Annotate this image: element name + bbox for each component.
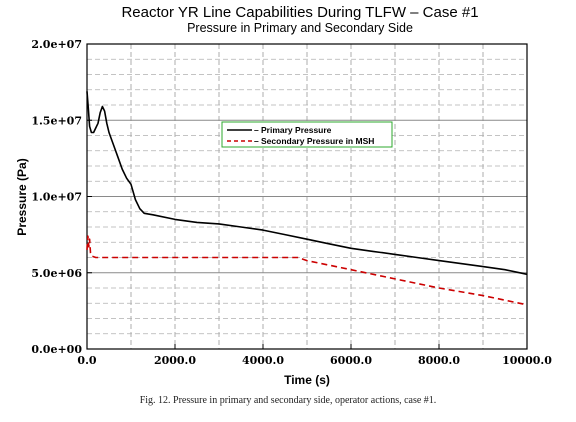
- legend-dash-secondary: –: [254, 136, 259, 146]
- x-axis-label: Time (s): [284, 373, 330, 387]
- y-tick-label: 2.0e+07: [31, 38, 82, 51]
- grid: [87, 44, 527, 349]
- tick-labels: 0.0 2000.0 4000.0 6000.0 8000.0 10000.0 0.0e+0…: [31, 38, 552, 367]
- chart-subtitle: Pressure in Primary and Secondary Side: [187, 21, 413, 35]
- y-tick-label: 5.0e+06: [31, 267, 82, 280]
- legend-dash-primary: –: [254, 125, 259, 135]
- axes: [86, 43, 528, 350]
- y-tick-label: 0.0e+00: [31, 343, 82, 356]
- legend-label-primary: Primary Pressure: [261, 125, 332, 135]
- y-tick-label: 1.0e+07: [31, 191, 82, 204]
- legend: Primary Pressure – – Secondary Pressure …: [221, 121, 393, 148]
- x-tick-label: 10000.0: [502, 354, 552, 367]
- x-tick-label: 2000.0: [154, 354, 196, 367]
- x-tick-label: 4000.0: [242, 354, 284, 367]
- series-line-secondary-pressure: [86, 235, 528, 306]
- legend-label-secondary: Secondary Pressure in MSH: [261, 136, 374, 146]
- series: [86, 91, 528, 306]
- figure-caption: Fig. 12. Pressure in primary and seconda…: [139, 395, 437, 406]
- chart-title: Reactor YR Line Capabilities During TLFW…: [121, 4, 478, 21]
- legend-box: [221, 121, 393, 148]
- chart: Reactor YR Line Capabilities During TLFW…: [15, 4, 552, 387]
- x-tick-label: 8000.0: [418, 354, 460, 367]
- x-tick-label: 0.0: [77, 354, 96, 367]
- y-tick-label: 1.5e+07: [31, 114, 82, 127]
- x-tick-label: 6000.0: [330, 354, 372, 367]
- series-line-primary-pressure: [86, 91, 528, 276]
- y-axis-label: Pressure (Pa): [15, 158, 29, 235]
